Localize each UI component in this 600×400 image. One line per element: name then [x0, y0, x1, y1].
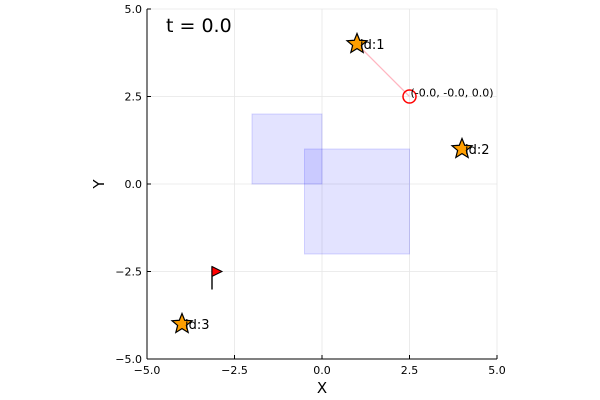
flag-marker [211, 265, 224, 278]
agent-label: id:1 [360, 38, 385, 53]
link-layer [356, 43, 410, 97]
agent-star-marker [170, 311, 194, 334]
x-tick-label: −2.5 [221, 364, 248, 377]
target-link-line [356, 43, 410, 97]
y-tick-label: 0.0 [125, 178, 143, 191]
y-tick-label: −5.0 [115, 353, 142, 366]
agent-star-marker [345, 31, 369, 54]
time-label: t = 0.0 [166, 15, 232, 37]
x-tick-label: −5.0 [134, 364, 161, 377]
obstacle-layer [251, 113, 410, 255]
agent-label: id:2 [465, 143, 490, 158]
x-axis-label: X [317, 379, 327, 397]
x-tick-label: 2.5 [401, 364, 419, 377]
label-layer: id:1 id:2 id:3 (-0.0, -0.0, 0.0) [185, 38, 494, 333]
x-tick-label: 5.0 [488, 364, 506, 377]
agent-label: id:3 [185, 318, 210, 333]
y-tick-label: 5.0 [125, 3, 143, 16]
target-circle-marker [402, 89, 417, 104]
x-tick-label: 0.0 [313, 364, 331, 377]
obstacle-rect [304, 148, 410, 255]
y-tick-label: −2.5 [115, 266, 142, 279]
obstacle-rect [251, 113, 323, 185]
mark-layer [170, 31, 474, 334]
axes-layer: −5.0 −2.5 0.0 2.5 5.0 −5.0 −2.5 0.0 2.5 5.0 [115, 3, 505, 377]
y-axis-label: Y [90, 179, 108, 190]
agent-star-marker [450, 136, 474, 159]
y-tick-label: 2.5 [125, 91, 143, 104]
target-label: (-0.0, -0.0, 0.0) [411, 87, 494, 100]
